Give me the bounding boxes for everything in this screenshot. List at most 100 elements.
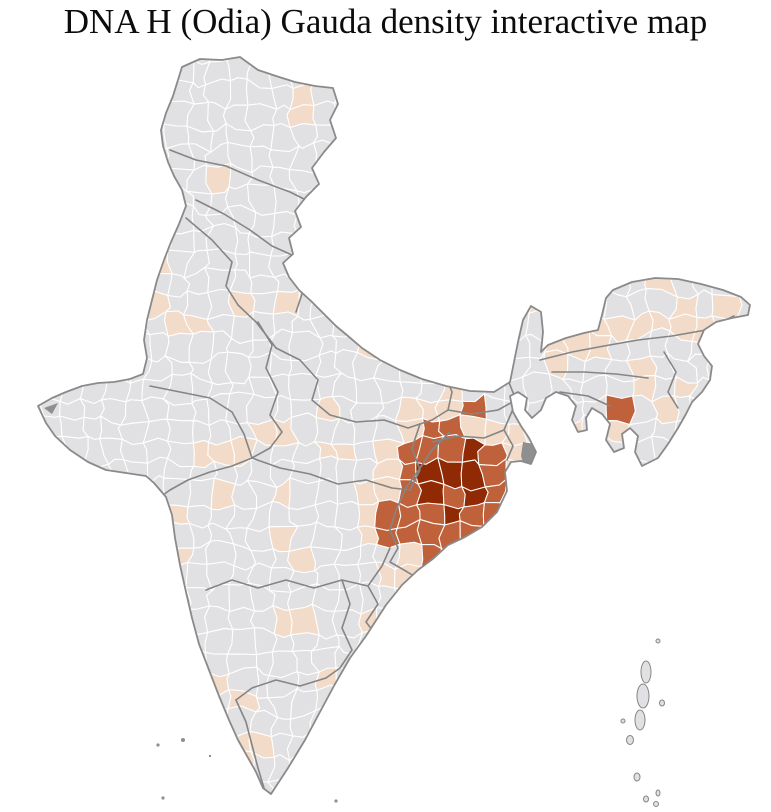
district[interactable] [33,118,64,153]
district[interactable] [518,612,549,631]
district[interactable] [453,274,489,296]
district[interactable] [267,43,299,67]
district[interactable] [310,75,340,107]
district[interactable] [541,311,567,342]
district[interactable] [518,184,552,215]
district[interactable] [374,38,404,69]
district[interactable] [730,541,758,573]
district[interactable] [147,603,173,635]
district[interactable] [436,669,468,699]
district[interactable] [518,43,553,69]
district[interactable] [707,264,741,298]
district[interactable] [478,103,504,126]
district[interactable] [374,798,404,812]
district[interactable] [670,57,697,82]
district[interactable] [61,160,82,192]
district[interactable] [485,332,508,362]
district[interactable] [501,564,525,590]
district[interactable] [456,645,487,678]
district[interactable] [652,165,669,191]
district[interactable] [646,544,673,571]
district[interactable] [540,570,572,595]
district[interactable] [360,751,384,782]
district[interactable] [543,58,568,89]
district[interactable] [522,75,549,104]
district[interactable] [649,604,678,633]
district[interactable] [546,498,573,530]
district[interactable] [561,438,586,463]
district[interactable] [736,670,759,696]
district[interactable] [372,232,402,257]
district[interactable] [150,713,170,737]
district[interactable] [728,730,760,759]
district[interactable] [647,729,677,755]
district[interactable] [18,772,39,803]
district[interactable] [714,584,739,608]
district[interactable] [314,163,337,192]
district[interactable] [420,669,443,699]
district[interactable] [712,436,738,467]
district[interactable] [711,415,737,445]
district[interactable] [752,377,771,404]
district[interactable] [565,624,591,652]
district[interactable] [351,648,380,677]
district[interactable] [545,249,567,274]
district[interactable] [752,772,771,799]
district[interactable] [120,76,150,110]
district[interactable] [337,269,363,300]
district[interactable] [506,795,528,812]
district[interactable] [120,247,148,279]
district[interactable] [394,289,429,319]
district[interactable] [20,713,48,741]
district[interactable] [695,289,714,319]
district[interactable] [39,39,63,63]
district[interactable] [121,227,147,255]
district[interactable] [374,99,405,128]
district[interactable] [83,521,104,548]
district[interactable] [372,164,398,189]
district[interactable] [145,668,172,697]
district[interactable] [563,713,588,737]
district[interactable] [123,540,152,568]
district[interactable] [18,267,48,297]
district[interactable] [16,438,43,463]
district[interactable] [396,79,423,107]
district[interactable] [709,771,733,798]
district[interactable] [435,63,461,89]
district[interactable] [704,247,738,269]
district[interactable] [671,227,697,258]
district[interactable] [604,671,638,696]
district[interactable] [546,419,571,443]
district[interactable] [163,717,194,738]
district[interactable] [120,127,153,152]
district[interactable] [566,203,595,237]
district[interactable] [85,769,111,798]
district[interactable] [80,105,108,130]
district[interactable] [541,77,565,110]
district[interactable] [121,275,148,296]
district[interactable] [564,584,587,614]
district[interactable] [752,626,771,654]
district[interactable] [502,121,529,148]
district[interactable] [583,272,610,291]
district[interactable] [581,119,607,153]
district[interactable] [372,248,404,279]
district[interactable] [705,104,740,132]
district[interactable] [477,78,501,108]
district[interactable] [38,751,62,783]
district[interactable] [438,123,467,147]
district[interactable] [732,147,757,174]
district[interactable] [141,185,171,216]
district[interactable] [693,227,713,257]
district[interactable] [159,691,197,720]
district[interactable] [480,580,507,608]
district[interactable] [711,294,743,320]
district[interactable] [578,99,607,128]
district[interactable] [755,102,771,129]
district[interactable] [462,167,490,199]
district[interactable] [102,272,129,301]
district[interactable] [754,171,771,189]
district[interactable] [128,624,152,653]
district[interactable] [644,65,678,90]
district[interactable] [751,459,771,485]
